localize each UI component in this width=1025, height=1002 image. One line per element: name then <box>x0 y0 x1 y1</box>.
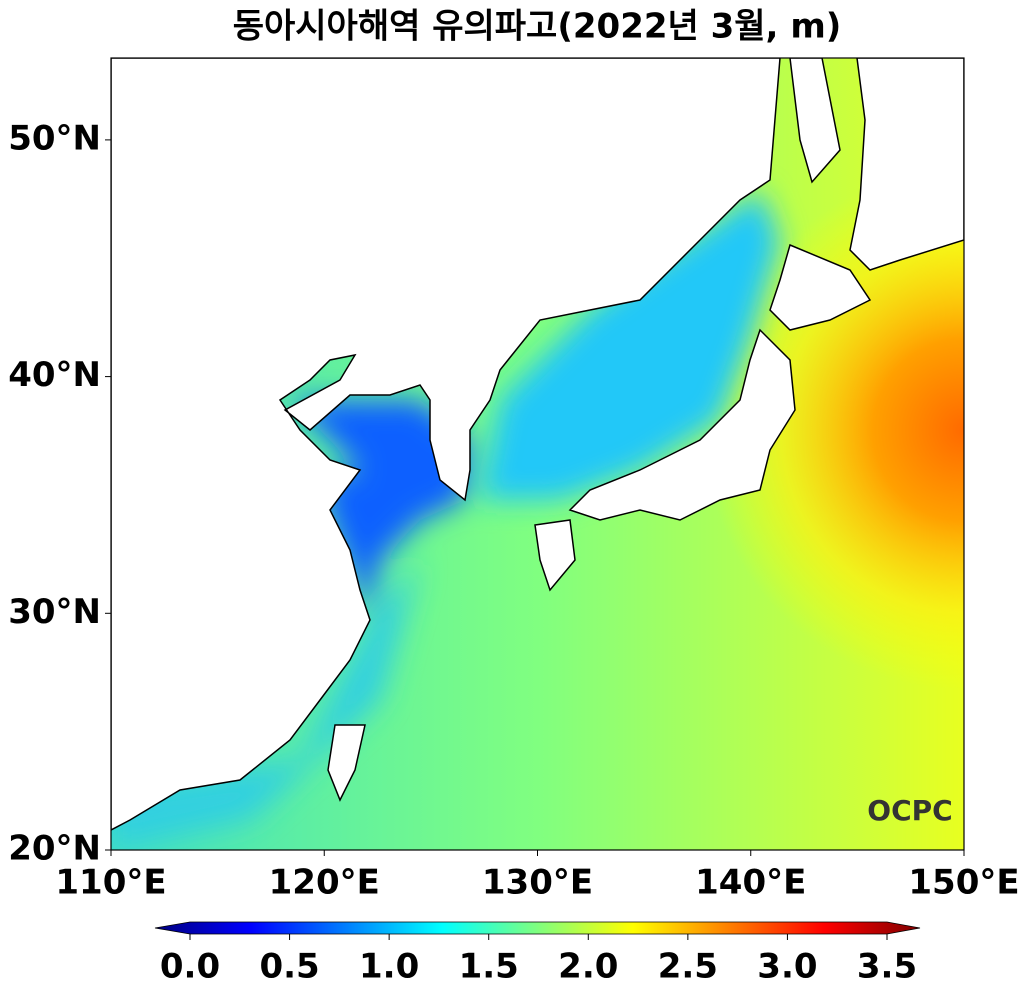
y-tick-label: 50°N <box>8 118 101 158</box>
y-tick-label: 40°N <box>8 355 101 395</box>
colorbar-tick-label: 3.5 <box>857 947 917 987</box>
wave-field: OCPC <box>111 58 964 850</box>
colorbar-tick-label: 0.5 <box>259 947 319 987</box>
axes: 110°E 120°E 130°E 140°E 150°E 20°N 30°N 40°N 50°… <box>8 118 1019 902</box>
colorbar-tick-label: 1.5 <box>459 947 519 987</box>
colorbar-tick-label: 1.0 <box>359 947 419 987</box>
map-title: 동아시아해역 유의파고(2022년 3월, m) <box>233 7 842 47</box>
x-tick-label: 140°E <box>695 863 806 903</box>
x-tick-label: 150°E <box>908 863 1019 903</box>
land <box>111 58 964 831</box>
x-tick-label: 110°E <box>55 863 166 903</box>
logo: OCPC <box>867 794 952 827</box>
colorbar: 0.0 0.5 1.0 1.5 2.0 2.5 3.0 3.5 <box>154 921 921 987</box>
colorbar-tick-label: 0.0 <box>160 947 220 987</box>
y-tick-label: 30°N <box>8 592 101 632</box>
colorbar-tick-label: 2.0 <box>558 947 618 987</box>
y-tick-label: 20°N <box>8 829 101 869</box>
colorbar-tick-label: 3.0 <box>757 947 817 987</box>
colorbar-tick-label: 2.5 <box>658 947 718 987</box>
x-tick-label: 130°E <box>482 863 593 903</box>
x-tick-label: 120°E <box>269 863 380 903</box>
